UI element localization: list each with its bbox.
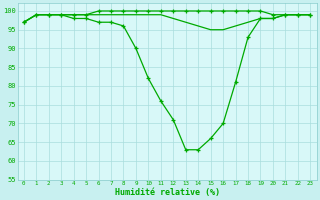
X-axis label: Humidité relative (%): Humidité relative (%) [115,188,220,197]
